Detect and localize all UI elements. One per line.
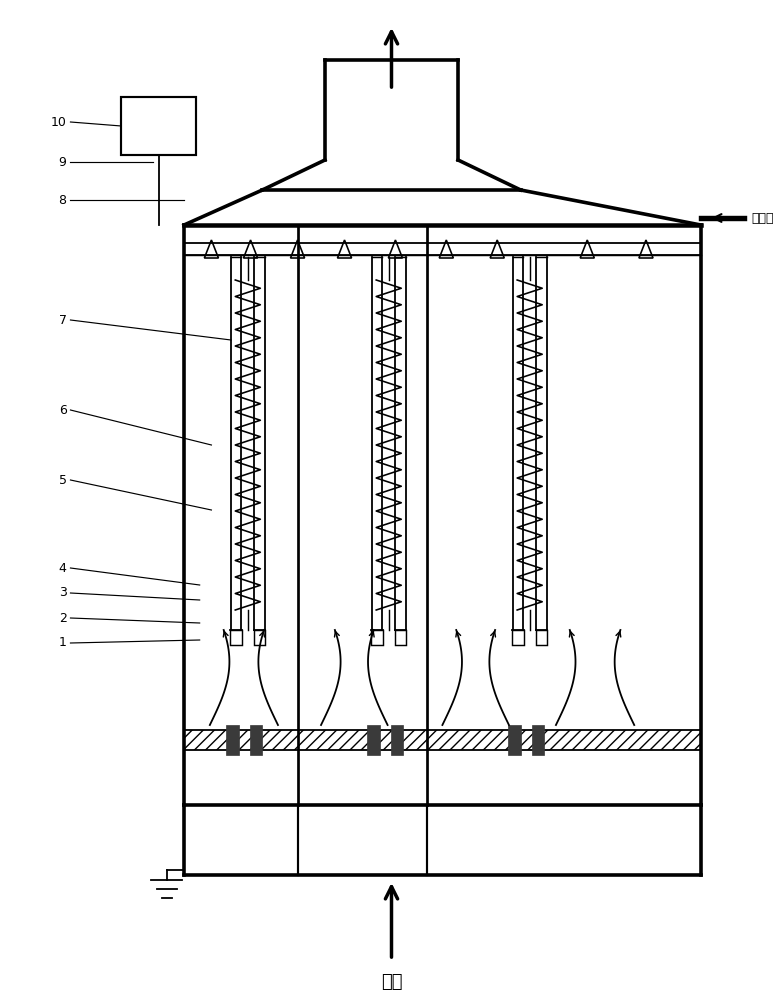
- Text: 6: 6: [59, 403, 67, 416]
- Bar: [508, 725, 521, 755]
- Bar: [254, 630, 265, 645]
- Bar: [250, 725, 262, 755]
- Text: 烟气: 烟气: [381, 973, 402, 991]
- Bar: [184, 730, 701, 750]
- Bar: [395, 630, 406, 645]
- Bar: [512, 630, 524, 645]
- Text: 3: 3: [59, 586, 67, 599]
- Text: 8: 8: [59, 194, 67, 207]
- Text: 1: 1: [59, 637, 67, 650]
- Bar: [391, 725, 403, 755]
- Bar: [367, 725, 380, 755]
- Text: 5: 5: [59, 474, 67, 487]
- Bar: [230, 630, 242, 645]
- Text: 9: 9: [59, 155, 67, 168]
- Text: 10: 10: [51, 115, 67, 128]
- Bar: [536, 630, 547, 645]
- Bar: [226, 725, 239, 755]
- Text: 4: 4: [59, 562, 67, 574]
- Text: 7: 7: [59, 314, 67, 326]
- Bar: [532, 725, 544, 755]
- Bar: [121, 97, 196, 155]
- Bar: [371, 630, 383, 645]
- Text: 冲灰水: 冲灰水: [752, 212, 774, 225]
- Text: 2: 2: [59, 611, 67, 624]
